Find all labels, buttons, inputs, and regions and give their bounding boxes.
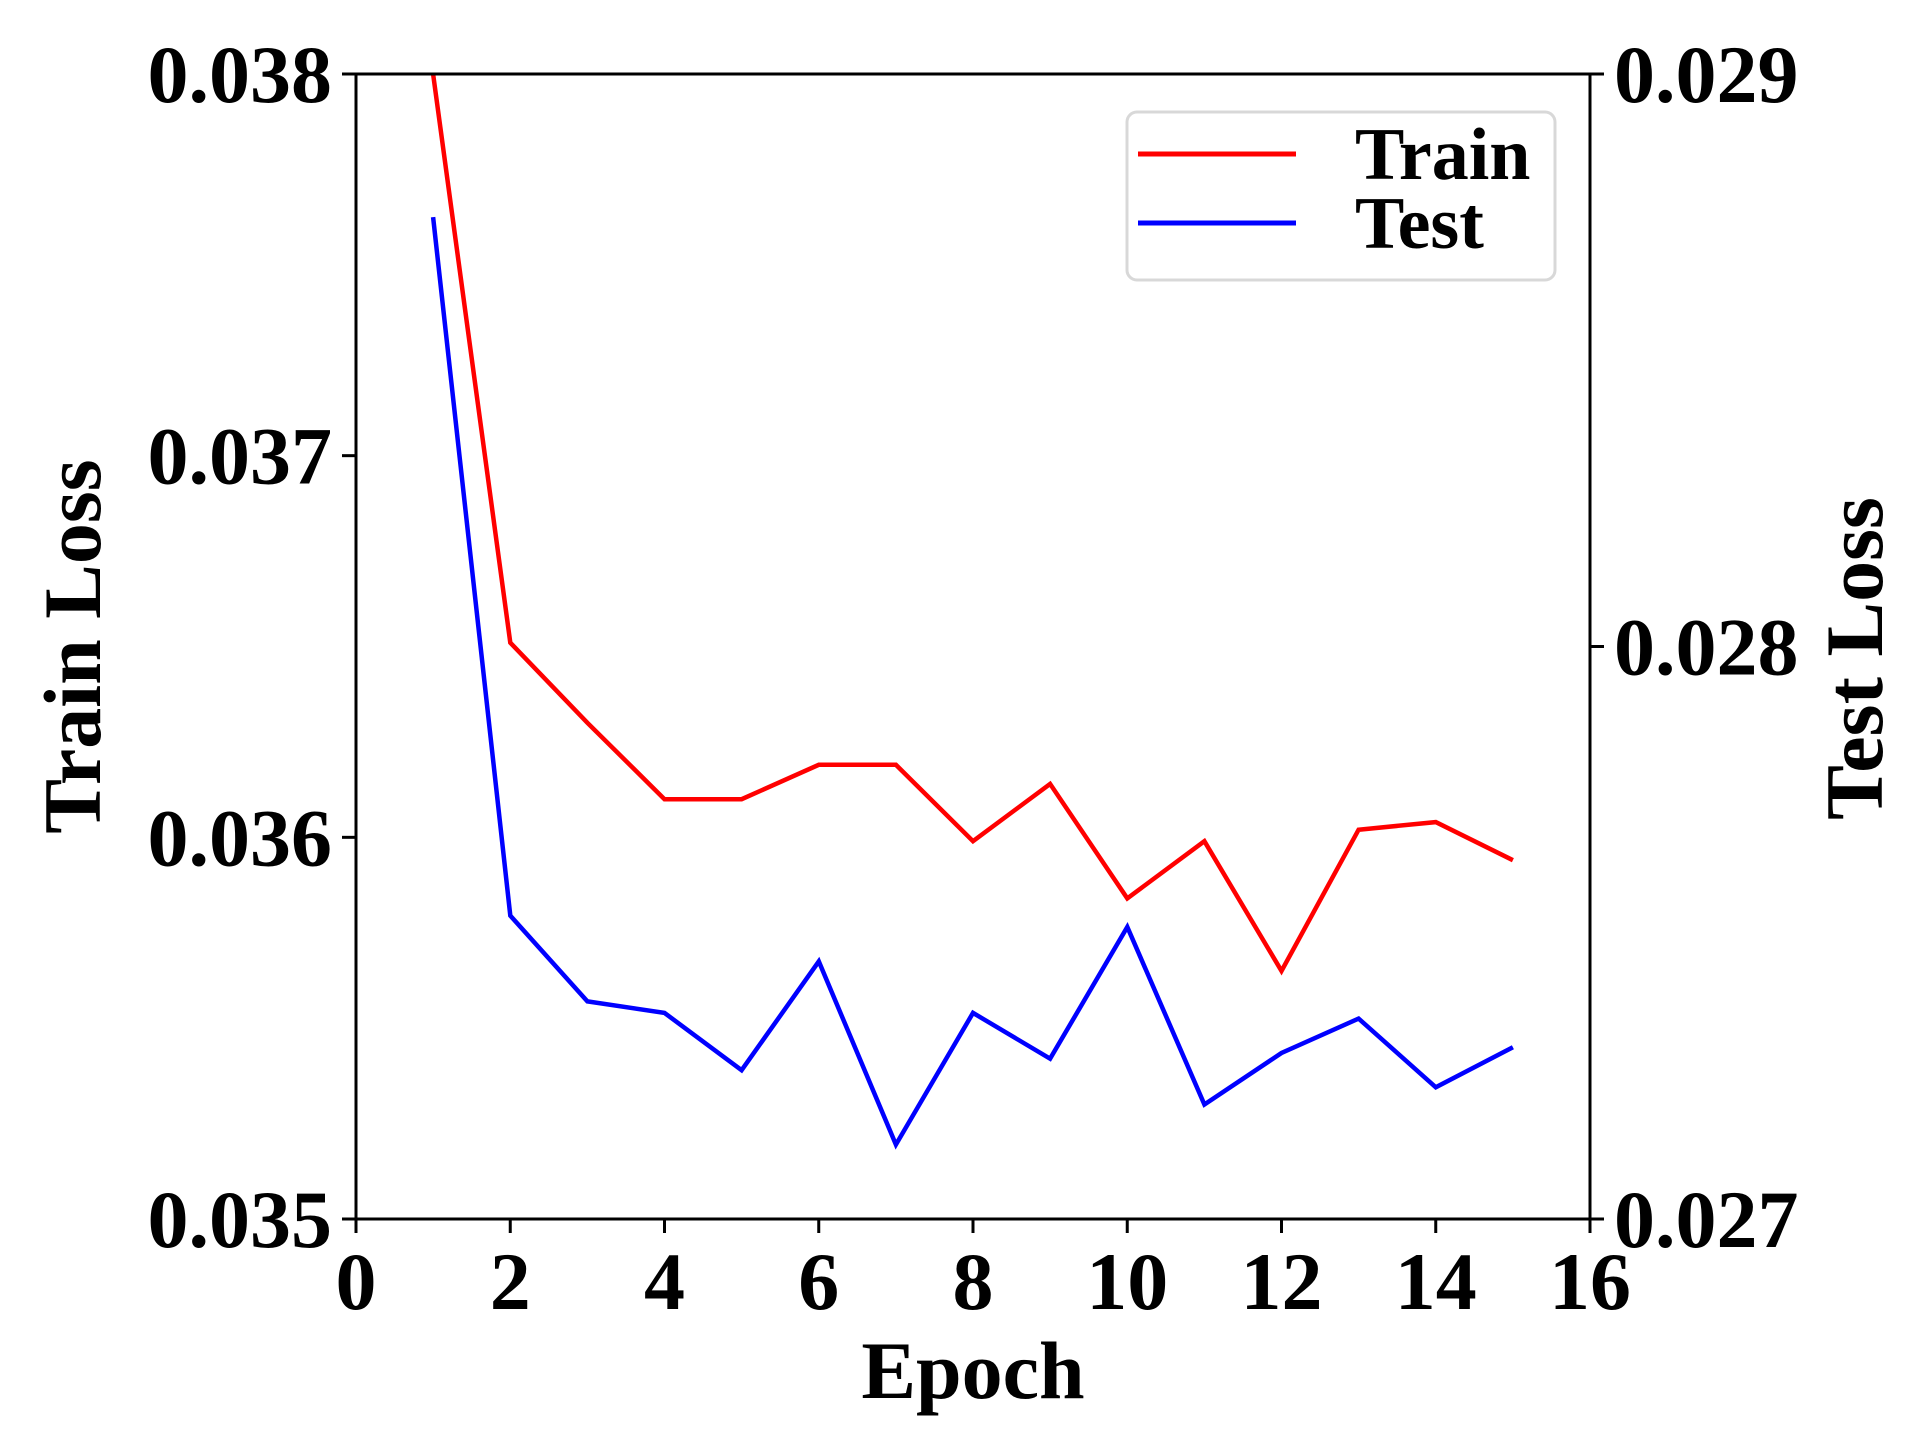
legend-label-train: Train: [1355, 114, 1530, 196]
left-y-tick-label: 0.036: [148, 792, 333, 883]
x-tick-label: 14: [1395, 1236, 1477, 1327]
x-tick-label: 10: [1086, 1236, 1168, 1327]
series-line-test: [430, 216, 1514, 1150]
left-y-tick-label: 0.037: [148, 411, 333, 502]
x-axis-label: Epoch: [861, 1325, 1084, 1416]
left-y-tick-label: 0.038: [148, 29, 333, 120]
left-y-tick-label: 0.035: [148, 1174, 333, 1265]
x-tick-label: 12: [1241, 1236, 1323, 1327]
left-y-axis-ticks: 0.035 0.036 0.037 0.038: [148, 29, 356, 1265]
plot-lines: [430, 73, 1514, 1150]
legend-label-test: Test: [1355, 183, 1484, 265]
x-axis-ticks: 0 2 4 6 8 10 12 14 16: [336, 1219, 1631, 1327]
x-tick-label: 8: [953, 1236, 994, 1327]
x-tick-label: 4: [644, 1236, 685, 1327]
left-y-axis-label: Train Loss: [27, 459, 118, 833]
series-line-train: [430, 73, 1514, 976]
right-y-tick-label: 0.028: [1614, 602, 1799, 693]
x-tick-label: 0: [336, 1236, 377, 1327]
right-y-tick-label: 0.027: [1614, 1174, 1799, 1265]
x-tick-label: 16: [1549, 1236, 1631, 1327]
right-y-axis-ticks: 0.027 0.028 0.029: [1590, 29, 1799, 1265]
legend: Train Test: [1125, 110, 1557, 282]
x-tick-label: 2: [490, 1236, 531, 1327]
x-tick-label: 6: [798, 1236, 839, 1327]
right-y-axis-label: Test Loss: [1809, 497, 1900, 820]
right-y-tick-label: 0.029: [1614, 29, 1799, 120]
